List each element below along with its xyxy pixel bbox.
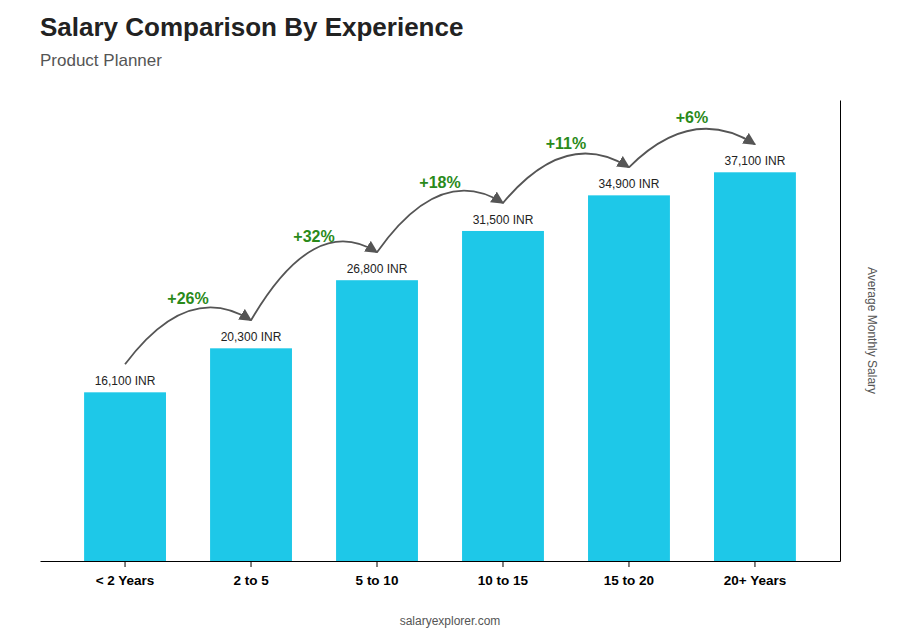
subtitle: Product Planner (40, 51, 162, 70)
x-tick-mark (125, 561, 126, 567)
bar (210, 348, 292, 561)
bar (714, 172, 796, 561)
chart: Salary Comparison By Experience Product P… (0, 0, 900, 641)
change-label: +18% (419, 174, 460, 191)
x-tick: 15 to 20 (604, 561, 654, 588)
annotations: +26% +32% +18% +11% +6% (125, 109, 755, 364)
y-axis-label: Average Monthly Salary (865, 267, 879, 394)
data-label: 16,100 INR (95, 374, 156, 388)
x-tick-mark (628, 561, 629, 567)
change-arrow (377, 191, 503, 253)
x-tick-label: 20+ Years (724, 573, 786, 588)
bar (588, 195, 670, 561)
change-arrow (125, 307, 251, 364)
x-tick: 20+ Years (724, 561, 786, 588)
x-tick: < 2 Years (96, 561, 155, 588)
change-label: +6% (676, 109, 708, 126)
x-tick: 2 to 5 (233, 561, 269, 588)
data-labels: 16,100 INR 20,300 INR 26,800 INR 31,500 INR… (95, 154, 786, 388)
data-label: 34,900 INR (599, 177, 660, 191)
bar (462, 231, 544, 561)
data-label: 37,100 INR (725, 154, 786, 168)
source: salaryexplorer.com (400, 614, 501, 628)
x-tick-label: < 2 Years (96, 573, 155, 588)
bar (84, 392, 166, 561)
title: Salary Comparison By Experience (40, 12, 463, 42)
change-arrow (503, 154, 629, 203)
change-label: +26% (167, 290, 208, 307)
bars (84, 172, 796, 561)
x-tick-label: 15 to 20 (604, 573, 654, 588)
data-label: 31,500 INR (473, 213, 534, 227)
x-axis-line (41, 561, 841, 562)
x-tick-mark (502, 561, 503, 567)
data-label: 20,300 INR (221, 330, 282, 344)
x-tick-mark (754, 561, 755, 567)
change-label: +32% (293, 228, 334, 245)
x-tick: 5 to 10 (356, 561, 399, 588)
x-axis: < 2 Years 2 to 5 5 to 10 10 to 15 15 to 20 20… (41, 561, 841, 588)
change-label: +11% (546, 135, 586, 152)
x-tick-label: 5 to 10 (356, 573, 399, 588)
y-axis-line (840, 101, 841, 562)
data-label: 26,800 INR (347, 262, 408, 276)
x-tick: 10 to 15 (478, 561, 529, 588)
x-tick-label: 10 to 15 (478, 573, 529, 588)
x-tick-mark (377, 561, 378, 567)
change-arrow (629, 129, 755, 168)
x-tick-label: 2 to 5 (233, 573, 269, 588)
y-axis (840, 101, 841, 562)
bar (336, 280, 418, 561)
x-tick-mark (251, 561, 252, 567)
change-arrow (251, 241, 377, 320)
